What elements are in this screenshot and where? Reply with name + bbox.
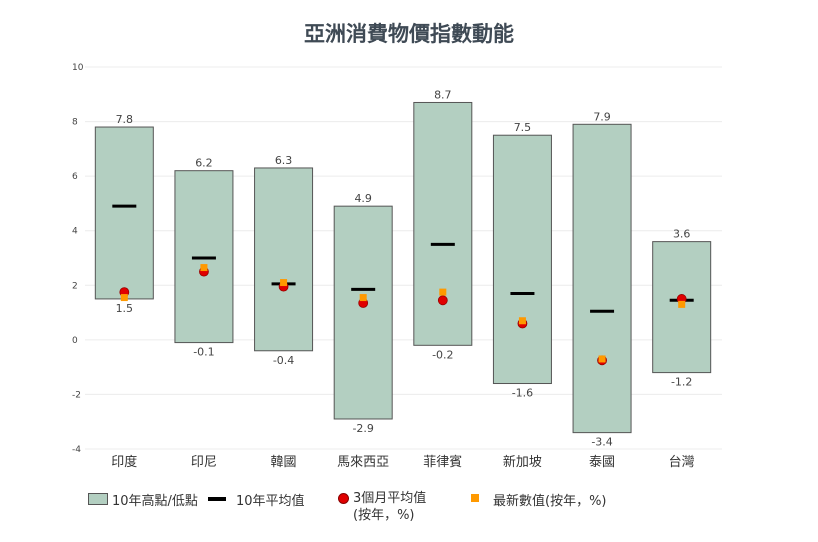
low-label: -0.2	[432, 348, 453, 361]
low-label: -1.6	[512, 387, 533, 400]
legend-range: 10年高點/低點	[88, 490, 198, 509]
range-bar	[413, 101, 473, 346]
legend-three-month-unit: (按年，%)	[353, 508, 415, 523]
range-bar	[254, 167, 314, 352]
high-label: 7.5	[514, 121, 532, 134]
low-label: -2.9	[352, 422, 373, 435]
y-tick-label: 2	[72, 281, 78, 291]
x-tick-label: 菲律賓	[423, 454, 462, 470]
y-tick-label: -4	[72, 445, 81, 455]
latest-marker	[439, 288, 447, 296]
legend-avg-swatch	[208, 497, 226, 501]
chart-title: 亞洲消費物價指數動能	[304, 22, 514, 46]
high-label: 4.9	[354, 192, 372, 205]
legend-three-month-swatch	[338, 493, 349, 504]
latest-marker	[280, 279, 288, 287]
high-label: 6.3	[275, 154, 293, 167]
y-tick-label: -2	[72, 390, 81, 400]
y-tick-label: 4	[72, 227, 78, 237]
legend-range-label: 10年高點/低點	[112, 494, 198, 509]
y-tick-label: 8	[72, 118, 78, 128]
x-tick-label: 泰國	[589, 455, 615, 470]
low-label: -1.2	[671, 376, 692, 389]
high-label: 6.2	[195, 157, 213, 170]
latest-marker	[200, 264, 208, 272]
latest-marker	[359, 294, 367, 302]
latest-marker	[120, 294, 128, 302]
high-label: 3.6	[673, 228, 691, 241]
legend-latest: 最新數值(按年，%)	[471, 490, 607, 509]
low-label: -0.1	[193, 346, 214, 359]
high-label: 7.9	[593, 110, 611, 123]
x-tick-label: 印度	[111, 454, 137, 470]
x-tick-label: 印尼	[191, 455, 217, 470]
legend-three-month-label: 3個月平均值	[353, 491, 427, 506]
legend-latest-swatch	[471, 494, 479, 502]
legend-latest-label: 最新數值(按年，%)	[493, 494, 607, 509]
high-label: 7.8	[116, 113, 134, 126]
latest-marker	[518, 317, 526, 325]
low-label: -0.4	[273, 354, 294, 367]
range-bar	[94, 126, 154, 300]
range-bar	[333, 205, 393, 420]
y-tick-label: 10	[72, 63, 84, 73]
legend-three-month: 3個月平均值 (按年，%)	[338, 490, 426, 524]
legend-avg-label: 10年平均值	[236, 494, 305, 509]
y-tick-label: 6	[72, 172, 78, 182]
x-tick-label: 韓國	[271, 455, 297, 470]
legend-range-swatch	[88, 493, 108, 505]
legend-three-month-text: 3個月平均值 (按年，%)	[353, 490, 426, 524]
high-label: 8.7	[434, 88, 452, 101]
range-bar	[492, 134, 552, 385]
three-month-marker	[437, 295, 448, 306]
range-bar	[572, 123, 632, 434]
x-tick-label: 新加坡	[503, 454, 542, 470]
x-tick-label: 馬來西亞	[337, 455, 389, 470]
legend-avg: 10年平均值	[208, 490, 305, 509]
low-label: -3.4	[591, 436, 612, 449]
low-label: 1.5	[116, 302, 134, 315]
latest-marker	[678, 300, 686, 308]
latest-marker	[598, 355, 606, 363]
y-tick-label: 0	[72, 336, 78, 346]
x-tick-label: 台灣	[669, 455, 695, 470]
